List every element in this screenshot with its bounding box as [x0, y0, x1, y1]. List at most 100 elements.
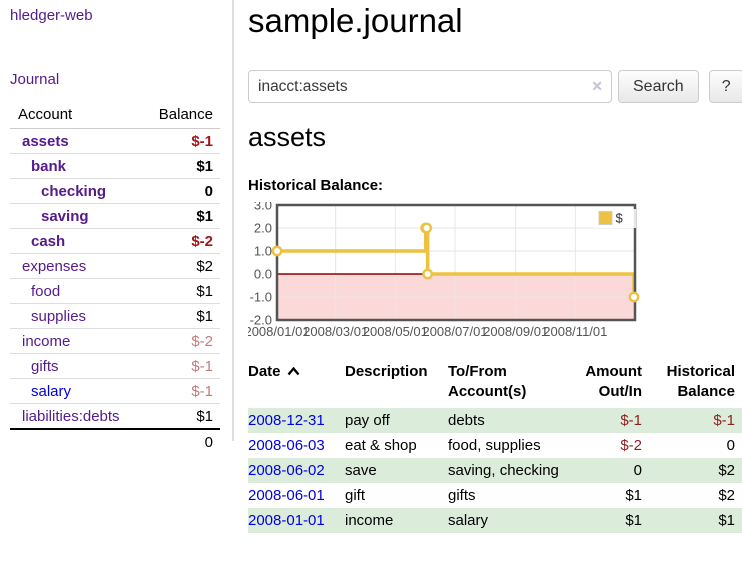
- account-row: assets $-1: [10, 129, 220, 154]
- account-link[interactable]: bank: [31, 157, 67, 175]
- account-row: expenses $2: [10, 254, 220, 279]
- register-date-cell: 2008-06-02: [248, 458, 345, 483]
- accounts-table: Account Balance assets $-1 bank $1 checking 0…: [10, 101, 220, 454]
- balance-column-header: Balance: [158, 106, 213, 123]
- account-link[interactable]: income: [22, 332, 71, 350]
- register-description: eat & shop: [345, 437, 417, 454]
- register-date-cell: 2008-06-01: [248, 483, 345, 508]
- account-link[interactable]: expenses: [22, 257, 87, 275]
- register-accounts: food, supplies: [448, 437, 541, 454]
- register-balance: $2: [718, 487, 735, 504]
- account-column-header: Account: [18, 106, 73, 123]
- account-balance: $1: [196, 307, 213, 325]
- search-form: ✕ Search ?: [248, 70, 742, 103]
- account-row: income $-2: [10, 329, 220, 354]
- account-heading: assets: [248, 122, 327, 152]
- svg-text:2008/07/01: 2008/07/01: [422, 324, 487, 339]
- help-button[interactable]: ?: [708, 70, 742, 103]
- account-row: supplies $1: [10, 304, 220, 329]
- register-date-link[interactable]: 2008-01-01: [248, 512, 325, 529]
- account-row: gifts $-1: [10, 354, 220, 379]
- register-row: 2008-12-31 pay off debts $-1 $-1: [248, 408, 742, 433]
- accounts-total-value: 0: [204, 433, 213, 451]
- register-amount: $1: [625, 487, 642, 504]
- sort-ascending-icon: [287, 366, 299, 376]
- register-description: pay off: [345, 412, 390, 429]
- column-header-amount: Amount Out/In: [585, 363, 642, 400]
- account-link[interactable]: cash: [31, 232, 66, 250]
- account-row: salary $-1: [10, 379, 220, 404]
- register-amount: $-2: [620, 437, 642, 454]
- sidebar-divider: [232, 0, 234, 441]
- register-accounts: debts: [448, 412, 485, 429]
- svg-text:2008/11/01: 2008/11/01: [543, 324, 607, 339]
- account-link[interactable]: food: [31, 282, 61, 300]
- register-date-cell: 2008-01-01: [248, 508, 345, 533]
- account-link[interactable]: checking: [41, 182, 107, 200]
- register-accounts: saving, checking: [448, 462, 559, 479]
- svg-text:-2.0: -2.0: [250, 313, 272, 328]
- account-balance: $-2: [191, 332, 213, 350]
- register-accounts: gifts: [448, 487, 476, 504]
- register-amount: 0: [633, 462, 642, 479]
- register-balance: 0: [726, 437, 735, 454]
- svg-text:2008/05/01: 2008/05/01: [363, 324, 428, 339]
- register-description: income: [345, 512, 394, 529]
- sidebar-item-journal[interactable]: Journal: [10, 71, 60, 88]
- account-balance: $-1: [191, 132, 213, 150]
- account-balance: $1: [196, 207, 213, 225]
- account-link[interactable]: supplies: [31, 307, 87, 325]
- register-date-link[interactable]: 2008-06-01: [248, 487, 325, 504]
- clear-search-icon[interactable]: ✕: [591, 78, 603, 94]
- account-balance: $-1: [191, 382, 213, 400]
- register-date-cell: 2008-12-31: [248, 408, 345, 433]
- svg-text:1.0: 1.0: [254, 244, 272, 259]
- account-balance: $1: [196, 282, 213, 300]
- register-date-cell: 2008-06-03: [248, 433, 345, 458]
- register-row: 2008-06-03 eat & shop food, supplies $-2 0: [248, 433, 742, 458]
- register-balance: $-1: [713, 412, 735, 429]
- register-date-link[interactable]: 2008-06-03: [248, 437, 325, 454]
- account-row: saving $1: [10, 204, 220, 229]
- date-header-label: Date: [248, 363, 281, 380]
- accounts-total-row: 0: [10, 428, 220, 454]
- register-date-link[interactable]: 2008-12-31: [248, 412, 325, 429]
- register-description: gift: [345, 487, 366, 504]
- column-header-date[interactable]: Date: [248, 360, 345, 408]
- account-link[interactable]: salary: [31, 382, 72, 400]
- register-balance: $1: [718, 512, 735, 529]
- svg-text:2008/03/01: 2008/03/01: [303, 324, 368, 339]
- column-header-accounts: To/From Account(s): [448, 363, 527, 400]
- account-link[interactable]: saving: [41, 207, 89, 225]
- register-description: save: [345, 462, 377, 479]
- register-balance: $2: [718, 462, 735, 479]
- account-balance: $1: [196, 157, 213, 175]
- app-brand-link[interactable]: hledger-web: [10, 7, 93, 24]
- account-row: bank $1: [10, 154, 220, 179]
- historical-balance-chart: $3.0 2.0 1.0 0.0 -1.0 -2.02008/01/012008/03/0…: [248, 202, 640, 339]
- register-amount: $1: [625, 512, 642, 529]
- search-input[interactable]: [248, 70, 612, 103]
- svg-text:-1.0: -1.0: [250, 290, 272, 305]
- svg-text:0.0: 0.0: [254, 267, 272, 282]
- account-balance: $1: [196, 407, 213, 425]
- register-header-row: Date Description To/From Account(s) Amou…: [248, 360, 742, 408]
- account-link[interactable]: gifts: [31, 357, 59, 375]
- column-header-balance: Historical Balance: [666, 363, 735, 400]
- account-link[interactable]: liabilities:debts: [22, 407, 120, 425]
- account-row: liabilities:debts $1: [10, 404, 220, 428]
- search-button[interactable]: Search: [618, 70, 699, 103]
- register-accounts: salary: [448, 512, 489, 529]
- svg-text:2.0: 2.0: [254, 221, 272, 236]
- register-table: Date Description To/From Account(s) Amou…: [248, 360, 742, 533]
- account-row: cash $-2: [10, 229, 220, 254]
- account-link[interactable]: assets: [22, 132, 69, 150]
- account-balance: $2: [196, 257, 213, 275]
- account-row: food $1: [10, 279, 220, 304]
- register-date-link[interactable]: 2008-06-02: [248, 462, 325, 479]
- svg-text:2008/01/01: 2008/01/01: [248, 324, 310, 339]
- column-header-description: Description: [345, 363, 428, 380]
- account-balance: $-2: [191, 232, 213, 250]
- page-title: sample.journal: [248, 2, 463, 39]
- register-row: 2008-06-01 gift gifts $1 $2: [248, 483, 742, 508]
